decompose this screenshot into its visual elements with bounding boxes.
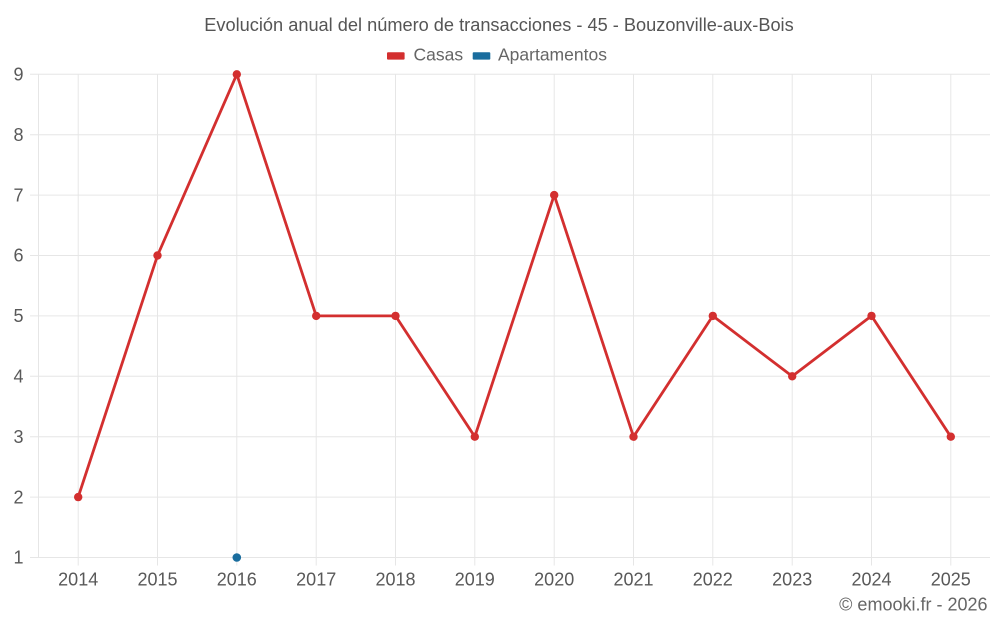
svg-text:2025: 2025 xyxy=(931,570,971,590)
svg-text:8: 8 xyxy=(13,125,23,145)
svg-text:2018: 2018 xyxy=(375,570,415,590)
svg-text:2021: 2021 xyxy=(613,570,653,590)
svg-text:2017: 2017 xyxy=(296,570,336,590)
svg-text:9: 9 xyxy=(13,65,23,85)
svg-text:2022: 2022 xyxy=(693,570,733,590)
svg-text:2016: 2016 xyxy=(217,570,257,590)
svg-text:1: 1 xyxy=(13,548,23,568)
svg-text:2020: 2020 xyxy=(534,570,574,590)
svg-text:5: 5 xyxy=(13,306,23,326)
svg-text:6: 6 xyxy=(13,246,23,266)
svg-text:Casas: Casas xyxy=(414,45,464,65)
svg-text:4: 4 xyxy=(13,367,23,387)
svg-text:Apartamentos: Apartamentos xyxy=(498,45,607,65)
svg-text:2015: 2015 xyxy=(137,570,177,590)
svg-text:2023: 2023 xyxy=(772,570,812,590)
svg-text:2014: 2014 xyxy=(58,570,98,590)
svg-text:2024: 2024 xyxy=(851,570,891,590)
svg-text:Evolución anual del número de: Evolución anual del número de transaccio… xyxy=(204,15,793,35)
svg-text:3: 3 xyxy=(13,427,23,447)
svg-text:7: 7 xyxy=(13,185,23,205)
svg-text:© emooki.fr - 2026: © emooki.fr - 2026 xyxy=(839,595,987,615)
svg-text:2: 2 xyxy=(13,487,23,507)
svg-text:2019: 2019 xyxy=(455,570,495,590)
